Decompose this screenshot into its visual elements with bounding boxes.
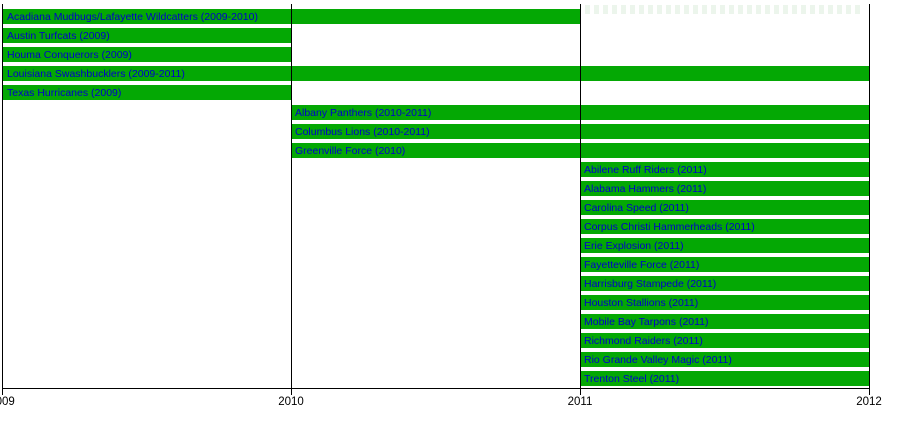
team-link[interactable]: Mobile Bay Tarpons (2011) <box>584 315 709 328</box>
year-gridline <box>869 4 870 389</box>
team-link[interactable]: Houma Conquerors (2009) <box>7 48 132 61</box>
team-link[interactable]: Alabama Hammers (2011) <box>584 182 707 195</box>
timeline-bar: Austin Turfcats (2009) <box>3 28 292 43</box>
timeline-bar: Rio Grande Valley Magic (2011) <box>580 352 870 367</box>
axis-tick-label: 2010 <box>278 396 304 408</box>
x-axis-line <box>2 388 870 389</box>
timeline-bar: Corpus Christi Hammerheads (2011) <box>580 219 870 234</box>
team-link[interactable]: Carolina Speed (2011) <box>584 201 689 214</box>
timeline-bar: Fayetteville Force (2011) <box>580 257 870 272</box>
timeline-bar: Texas Hurricanes (2009) <box>3 85 292 100</box>
timeline-bar: Louisiana Swashbucklers (2009-2011) <box>3 66 870 81</box>
axis-tick <box>580 389 581 395</box>
axis-tick <box>2 389 3 395</box>
timeline-bar: Harrisburg Stampede (2011) <box>580 276 870 291</box>
team-link[interactable]: Austin Turfcats (2009) <box>7 29 110 42</box>
faint-dot-pattern-strip <box>585 5 861 14</box>
year-gridline <box>580 4 581 389</box>
timeline-bar: Erie Explosion (2011) <box>580 238 870 253</box>
axis-tick <box>869 389 870 395</box>
timeline-bar: Richmond Raiders (2011) <box>580 333 870 348</box>
team-link[interactable]: Texas Hurricanes (2009) <box>7 86 122 99</box>
axis-tick-label: 2011 <box>567 396 593 408</box>
team-link[interactable]: Erie Explosion (2011) <box>584 239 684 252</box>
team-link[interactable]: Rio Grande Valley Magic (2011) <box>584 353 732 366</box>
team-link[interactable]: Abilene Ruff Riders (2011) <box>584 163 707 176</box>
team-link[interactable]: Harrisburg Stampede (2011) <box>584 277 717 290</box>
axis-tick-label: 2009 <box>0 396 15 408</box>
axis-tick <box>291 389 292 395</box>
timeline-bar: Houston Stallions (2011) <box>580 295 870 310</box>
team-link[interactable]: Albany Panthers (2010-2011) <box>295 106 432 119</box>
timeline-bar: Alabama Hammers (2011) <box>580 181 870 196</box>
team-link[interactable]: Corpus Christi Hammerheads (2011) <box>584 220 755 233</box>
team-link[interactable]: Richmond Raiders (2011) <box>584 334 703 347</box>
team-link[interactable]: Houston Stallions (2011) <box>584 296 699 309</box>
timeline-bar: Abilene Ruff Riders (2011) <box>580 162 870 177</box>
timeline-bar: Carolina Speed (2011) <box>580 200 870 215</box>
team-link[interactable]: Trenton Steel (2011) <box>584 372 680 385</box>
timeline-bar: Houma Conquerors (2009) <box>3 47 292 62</box>
axis-tick-label: 2012 <box>856 396 882 408</box>
year-gridline <box>2 4 3 389</box>
team-link[interactable]: Fayetteville Force (2011) <box>584 258 700 271</box>
team-link[interactable]: Louisiana Swashbucklers (2009-2011) <box>7 67 185 80</box>
team-link[interactable]: Columbus Lions (2010-2011) <box>295 125 430 138</box>
team-link[interactable]: Acadiana Mudbugs/Lafayette Wildcatters (… <box>7 10 258 23</box>
timeline-bar: Acadiana Mudbugs/Lafayette Wildcatters (… <box>3 9 581 24</box>
year-gridline <box>291 4 292 389</box>
team-link[interactable]: Greenville Force (2010) <box>295 144 406 157</box>
timeline-bar: Trenton Steel (2011) <box>580 371 870 386</box>
timeline-bar: Mobile Bay Tarpons (2011) <box>580 314 870 329</box>
